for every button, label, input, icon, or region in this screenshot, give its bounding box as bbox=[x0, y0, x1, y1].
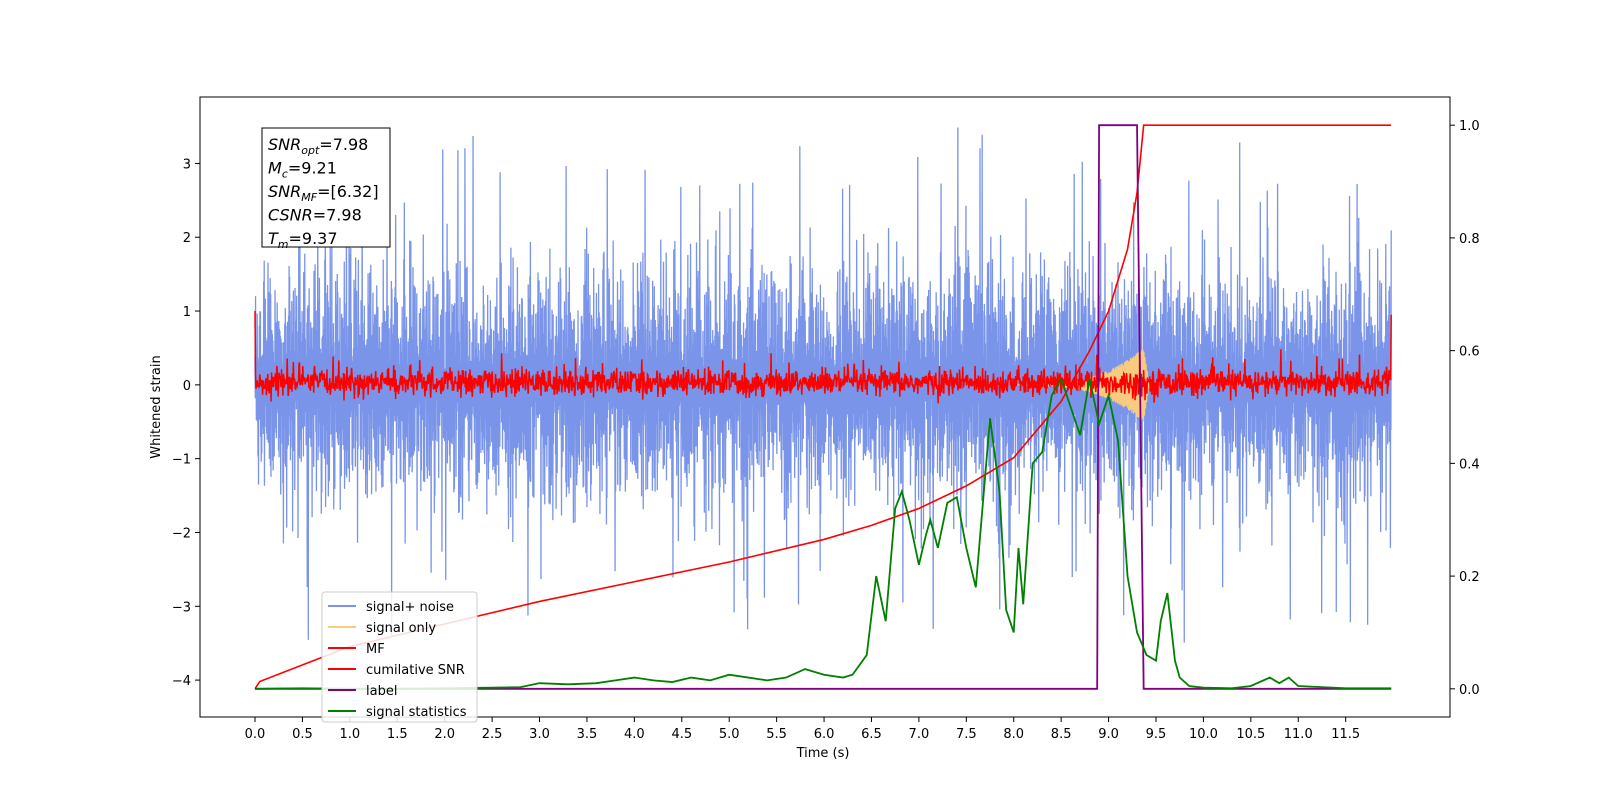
x-tick-label: 5.5 bbox=[766, 727, 787, 742]
y-axis-right: 0.0 0.2 0.4 0.6 0.8 1.0 bbox=[1450, 119, 1480, 698]
x-tick-label: 9.0 bbox=[1098, 727, 1119, 742]
legend-label: signal statistics bbox=[366, 705, 467, 720]
x-tick-label: 2.5 bbox=[482, 727, 503, 742]
series-signal-statistics bbox=[254, 376, 1392, 690]
x-tick-label: 2.0 bbox=[434, 727, 455, 742]
x-tick-label: 3.5 bbox=[577, 727, 598, 742]
x-tick-label: 1.0 bbox=[340, 727, 361, 742]
legend-label: label bbox=[366, 684, 397, 699]
x-tick-label: 10.5 bbox=[1236, 727, 1265, 742]
y-tick-label: 0 bbox=[183, 379, 191, 394]
stats-line: SNRMF=[6.32] bbox=[268, 182, 379, 204]
legend: signal+ noise signal only MF cumilative SNR… bbox=[321, 591, 478, 723]
x-tick-label: 0.5 bbox=[292, 727, 313, 742]
stats-value: =7.98 bbox=[313, 206, 362, 225]
x-tick-label: 4.0 bbox=[624, 727, 645, 742]
stats-value: =[6.32] bbox=[317, 182, 379, 201]
x-tick-label: 1.5 bbox=[387, 727, 408, 742]
y-axis-left: −4 −3 −2 −1 0 1 2 3 bbox=[172, 157, 200, 689]
stats-value: =9.37 bbox=[289, 229, 338, 248]
y-axis-label: Whitened strain bbox=[149, 355, 164, 458]
y-tick-label: 1 bbox=[183, 305, 191, 320]
y-tick-label: −3 bbox=[172, 600, 191, 615]
y-tick-label: 2 bbox=[183, 231, 191, 246]
stats-box-frame bbox=[261, 127, 391, 248]
stats-subscript: m bbox=[278, 238, 289, 251]
stats-symbol: M bbox=[268, 159, 282, 178]
y2-tick-label: 0.2 bbox=[1459, 570, 1480, 585]
stats-box: SNRopt=7.98Mc=9.21SNRMF=[6.32]CSNR=7.98T… bbox=[261, 127, 391, 251]
x-axis-label: Time (s) bbox=[796, 746, 850, 761]
plot-frame bbox=[199, 96, 1451, 718]
stats-value: =9.21 bbox=[288, 159, 337, 178]
stats-symbol: SNR bbox=[268, 182, 301, 201]
stats-symbol: T bbox=[268, 229, 279, 248]
stats-subscript: c bbox=[282, 168, 288, 181]
x-tick-label: 7.5 bbox=[956, 727, 977, 742]
x-tick-label: 11.5 bbox=[1331, 727, 1360, 742]
y2-tick-label: 0.0 bbox=[1459, 683, 1480, 698]
x-tick-label: 0.0 bbox=[245, 727, 266, 742]
legend-label: MF bbox=[366, 642, 385, 657]
stats-value: =7.98 bbox=[319, 135, 368, 154]
x-tick-label: 7.0 bbox=[909, 727, 930, 742]
x-tick-label: 4.5 bbox=[671, 727, 692, 742]
y-tick-label: −2 bbox=[172, 526, 191, 541]
x-tick-label: 11.0 bbox=[1284, 727, 1313, 742]
y2-tick-label: 0.6 bbox=[1459, 345, 1480, 360]
x-tick-label: 9.5 bbox=[1146, 727, 1167, 742]
stats-symbol: CSNR bbox=[268, 206, 313, 225]
y2-tick-label: 0.8 bbox=[1459, 232, 1480, 247]
x-tick-label: 6.5 bbox=[861, 727, 882, 742]
stats-line: Tm=9.37 bbox=[268, 229, 338, 251]
x-tick-label: 8.5 bbox=[1051, 727, 1072, 742]
legend-label: cumilative SNR bbox=[366, 663, 465, 678]
x-tick-label: 8.0 bbox=[1003, 727, 1024, 742]
x-tick-label: 10.0 bbox=[1189, 727, 1218, 742]
x-axis: 0.0 0.5 1.0 1.5 2.0 2.5 3.0 3.5 4.0 4.5 5.0 5.5 6.0 6… bbox=[245, 717, 1360, 742]
y2-tick-label: 1.0 bbox=[1459, 119, 1480, 134]
stats-line: CSNR=7.98 bbox=[268, 206, 362, 225]
legend-label: signal only bbox=[366, 621, 436, 636]
stats-line: Mc=9.21 bbox=[268, 159, 337, 181]
y2-tick-label: 0.4 bbox=[1459, 457, 1480, 472]
stats-line: SNRopt=7.98 bbox=[268, 135, 368, 157]
stats-subscript: MF bbox=[301, 191, 317, 204]
y-tick-label: −1 bbox=[172, 453, 191, 468]
stats-subscript: opt bbox=[301, 144, 320, 157]
series-label bbox=[255, 124, 1392, 690]
legend-label: signal+ noise bbox=[366, 600, 454, 615]
y-tick-label: 3 bbox=[183, 157, 191, 172]
legend-frame bbox=[321, 591, 478, 723]
x-tick-label: 5.0 bbox=[719, 727, 740, 742]
stats-symbol: SNR bbox=[268, 135, 301, 154]
x-tick-label: 6.0 bbox=[814, 727, 835, 742]
y-tick-label: −4 bbox=[172, 674, 191, 689]
x-tick-label: 3.0 bbox=[529, 727, 550, 742]
series-mf bbox=[254, 311, 1392, 404]
